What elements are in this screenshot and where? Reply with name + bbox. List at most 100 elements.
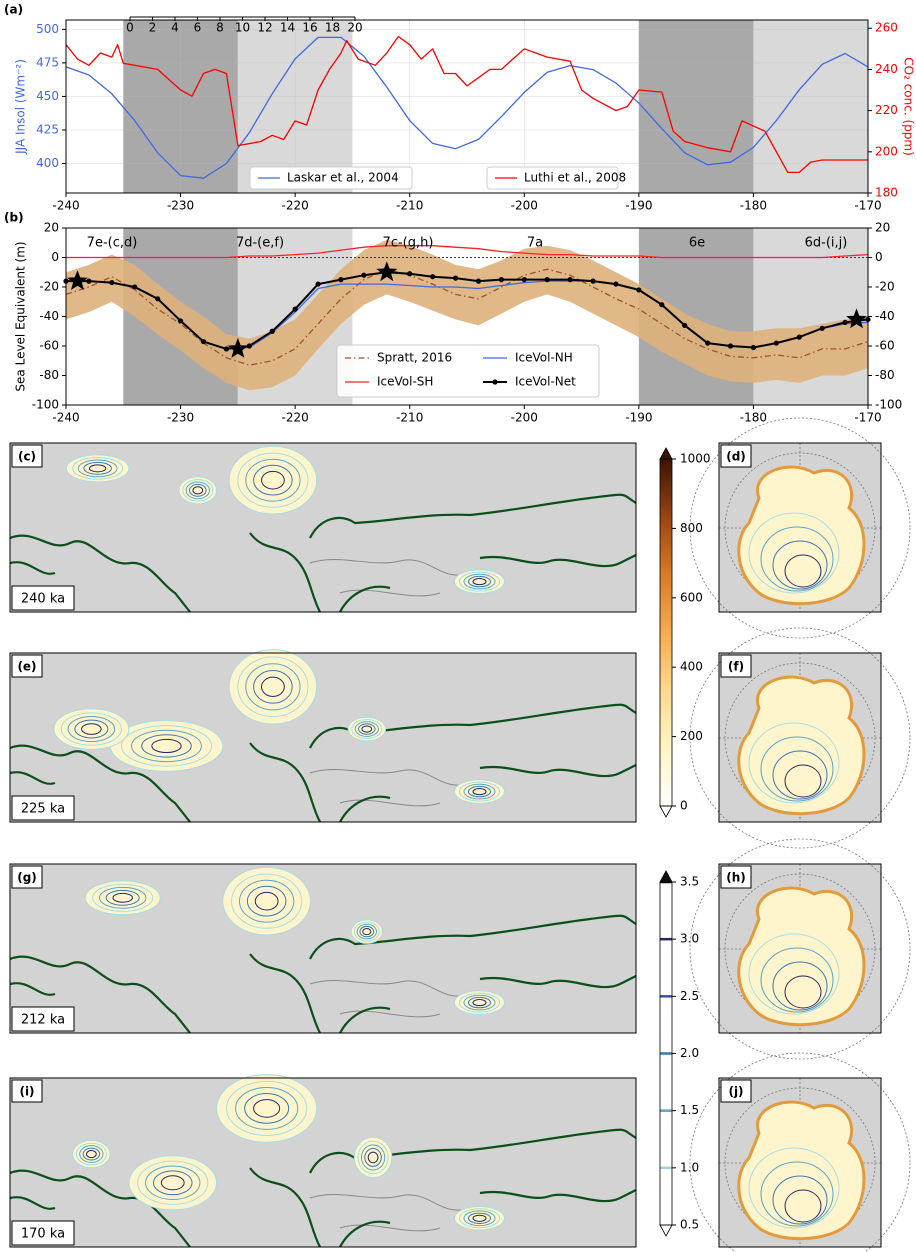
x-tick-label: -200 (511, 411, 538, 425)
graticule (689, 838, 911, 1060)
series-marker (727, 343, 734, 349)
ice-contour (357, 1140, 389, 1175)
inset-tick-label: 10 (235, 21, 250, 35)
ice-contour (74, 719, 109, 739)
x-tick-label: -240 (52, 199, 79, 213)
ice-contour (359, 925, 375, 938)
colorbar (660, 459, 672, 806)
y2-axis-label: CO₂ conc. (ppm) (902, 57, 916, 156)
label-box (720, 444, 752, 468)
ice-contour (151, 738, 182, 754)
map-frame (718, 863, 882, 1034)
ice-contour (83, 461, 112, 475)
ice-contour (253, 669, 293, 704)
series-marker (361, 272, 367, 278)
coastline (9, 703, 637, 823)
series-marker (246, 343, 252, 349)
y2-tick-label: -20 (875, 280, 895, 294)
ice-contour (748, 1147, 840, 1229)
label-box (11, 865, 43, 889)
x-tick-label: -230 (167, 199, 194, 213)
coastline (9, 493, 637, 613)
y2-tick-label: -80 (875, 368, 895, 382)
series-marker (338, 277, 344, 283)
ice-sheet (453, 990, 506, 1015)
y2-tick-label: 0 (875, 250, 883, 264)
ice-contour (253, 1099, 281, 1118)
colorbar-tick-label: 1000 (680, 452, 711, 466)
ice-contour (463, 994, 496, 1011)
label-box (720, 654, 752, 678)
colorbar-tick-label: 3.5 (680, 875, 699, 889)
colorbar-extend (659, 805, 673, 818)
map-label: (i) (19, 1085, 34, 1099)
map-frame (9, 1077, 637, 1248)
ice-contour (67, 715, 116, 743)
ice-contour (463, 783, 496, 800)
ice-contour (145, 1165, 201, 1201)
ice-contour (472, 578, 487, 586)
y-tick-label: -60 (39, 339, 59, 353)
ice-contour (356, 923, 378, 940)
lake-outline (309, 768, 471, 807)
y-tick-label: 425 (36, 122, 59, 136)
map-frame (9, 863, 637, 1034)
ice-contour (89, 464, 107, 473)
ice-contour (472, 1214, 487, 1222)
inset-tick-label: 6 (194, 21, 202, 35)
ice-contour (760, 526, 834, 592)
stage-label: 7a (527, 236, 543, 251)
ice-contour (189, 483, 207, 497)
ice-contour (131, 729, 202, 763)
ice-sheet (228, 445, 318, 515)
highlight-star (227, 337, 249, 358)
polar-map: (h) (689, 838, 911, 1060)
ice-contour (772, 961, 828, 1011)
y2-tick-label: -100 (875, 398, 902, 412)
label-box (11, 654, 43, 678)
polar-map: (f) (689, 627, 911, 849)
inset-tick-label: 20 (347, 21, 362, 35)
ice-sheet (65, 454, 130, 483)
ice-contour (81, 723, 102, 735)
ice-contour (354, 721, 379, 737)
ice-contour (245, 663, 301, 711)
ice-contour (192, 486, 204, 495)
series-marker (177, 318, 184, 324)
colorbar-tick-label: 3.0 (680, 932, 699, 946)
ice-contour (75, 1142, 107, 1166)
inset-tick-label: 18 (325, 21, 340, 35)
ice-contour (760, 736, 834, 802)
ice-sheet (216, 1074, 318, 1143)
ice-contour (226, 1080, 308, 1136)
ice-contour (358, 723, 376, 735)
x-tick-label: -180 (740, 411, 767, 425)
series-line (65, 35, 868, 174)
series-marker (590, 278, 596, 284)
ice-contour (231, 873, 303, 929)
ice-sheet (737, 465, 866, 606)
series-marker (132, 284, 138, 290)
ice-contour (467, 1212, 492, 1224)
y2-tick-label: -40 (875, 309, 895, 323)
x-tick-label: -170 (854, 411, 881, 425)
y-axis-label: Sea Level Equivalent (m) (14, 241, 28, 391)
inset-tick-label: 12 (257, 21, 272, 35)
ice-contour (458, 1208, 501, 1229)
y-tick-label: 475 (36, 55, 59, 69)
lake-outline (309, 979, 471, 1018)
shade-band (638, 20, 754, 193)
legend-label: Spratt, 2016 (377, 351, 452, 365)
ice-contour (185, 481, 210, 500)
ice-contour (254, 891, 279, 911)
global-map: (e) 225 ka (9, 649, 637, 823)
y-tick-label: 500 (36, 22, 59, 36)
y2-tick-label: 240 (875, 62, 898, 76)
ice-contour (772, 750, 828, 800)
colorbar-tick-label: 2.5 (680, 989, 699, 1003)
ice-sheet (228, 649, 318, 725)
y-tick-label: 20 (44, 221, 59, 235)
ice-contour (152, 1170, 193, 1196)
ice-contour (458, 571, 501, 592)
global-map: (g) 212 ka (9, 863, 637, 1034)
